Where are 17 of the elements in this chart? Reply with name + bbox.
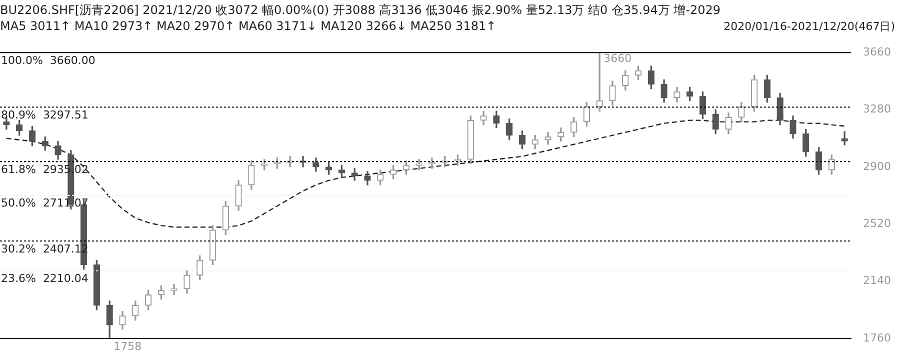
y-tick-label: 3660	[863, 45, 892, 58]
text: 1758	[114, 340, 142, 351]
y-tick-label: 2140	[863, 274, 892, 288]
text: 2020/01/16-2021/12/20(467日)	[724, 19, 895, 34]
ref-line-label: 23.6% 2210.04	[1, 272, 88, 286]
candlestick	[841, 131, 848, 146]
y-tick-label: 3280	[863, 102, 892, 116]
text: BU2206.SHF[沥青2206] 2021/12/20 收3072 幅0.00%(0) 开3088 高3136 低3046 振2.90% 量52.13万 结0 仓35.94万 增-2029	[0, 2, 721, 19]
y-tick-label: 2900	[863, 160, 892, 173]
candlestick	[596, 52, 603, 112]
y-tick-label: 1760	[863, 331, 892, 344]
annotation: 3660	[604, 52, 632, 65]
ref-line-label: 80.9% 3297.51	[1, 108, 88, 122]
y-tick-label: 2520	[863, 216, 892, 230]
text: MA5 3011↑ MA10 2973↑ MA20 2970↑ MA60 3171↓ MA120 3266↓ MA250 3181↑	[0, 19, 496, 33]
candlestick	[170, 284, 178, 296]
ref-line-label: 100.0% 3660.00	[1, 54, 96, 67]
